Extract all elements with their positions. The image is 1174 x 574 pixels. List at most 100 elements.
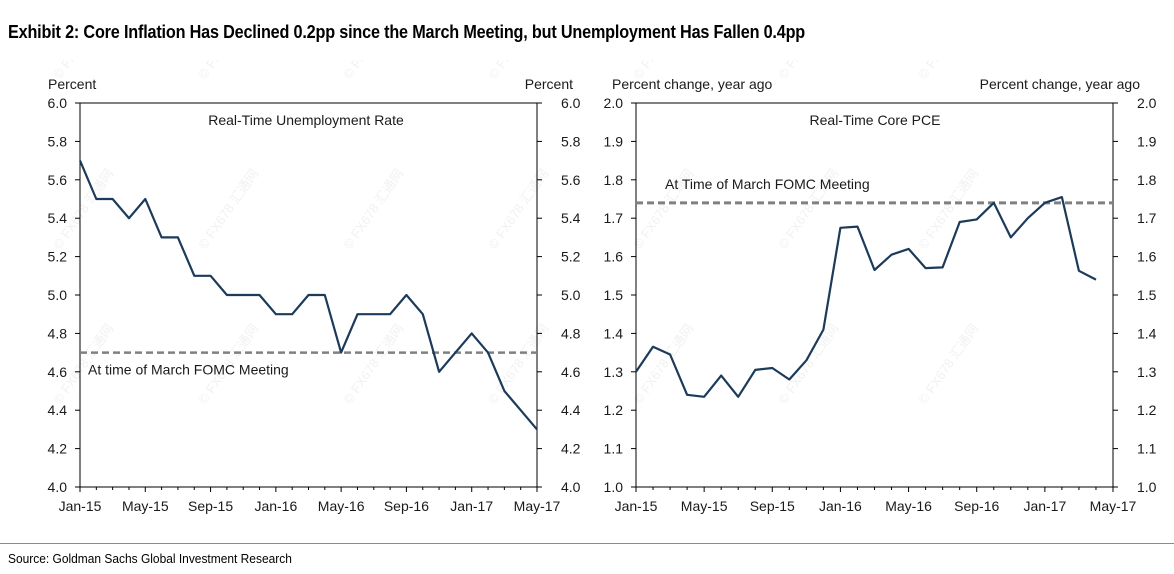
x-tick-label: Sep-15 — [188, 498, 233, 514]
y-tick-label-right: 1.9 — [1137, 133, 1157, 149]
y-tick-label-left: 1.6 — [604, 249, 624, 265]
chart-title: Real-Time Unemployment Rate — [208, 112, 404, 128]
watermark-text: © FX678 汇通网 — [340, 60, 406, 82]
data-point — [924, 267, 926, 269]
y-tick-label-left: 1.1 — [604, 441, 624, 457]
data-point — [635, 371, 637, 373]
y-tick-label-right: 2.0 — [1137, 95, 1157, 111]
watermark-text: © FX678 汇通网 — [195, 60, 261, 82]
data-point — [1044, 202, 1046, 204]
y-tick-label-right: 1.6 — [1137, 249, 1157, 265]
y-axis-label-right: Percent — [525, 76, 573, 92]
data-point — [291, 313, 293, 315]
page-title: Exhibit 2: Core Inflation Has Declined 0… — [8, 22, 806, 42]
x-tick-label: Jan-17 — [450, 498, 493, 514]
data-point — [340, 351, 342, 353]
data-point — [1061, 196, 1063, 198]
data-point — [275, 313, 277, 315]
y-tick-label-left: 1.5 — [604, 287, 624, 303]
data-point — [941, 266, 943, 268]
data-point — [805, 359, 807, 361]
x-tick-label: Jan-17 — [1023, 498, 1066, 514]
y-tick-label-right: 1.5 — [1137, 287, 1157, 303]
data-point — [873, 269, 875, 271]
data-point — [79, 159, 81, 161]
data-point — [193, 275, 195, 277]
x-tick-label: Jan-15 — [615, 498, 658, 514]
data-point — [307, 294, 309, 296]
watermark-text: © FX678 汇通网 — [775, 321, 841, 407]
watermark-text: © FX678 汇通网 — [915, 60, 981, 82]
y-tick-label-left: 1.7 — [604, 210, 624, 226]
plot-frame — [635, 102, 1114, 488]
y-tick-label-left: 4.4 — [48, 402, 68, 418]
x-tick-label: May-15 — [681, 498, 728, 514]
y-tick-label-left: 4.0 — [48, 479, 68, 495]
x-tick-label: May-15 — [122, 498, 169, 514]
y-tick-label-right: 4.2 — [561, 441, 581, 457]
data-point — [536, 428, 538, 430]
y-tick-label-left: 5.6 — [48, 172, 68, 188]
y-tick-label-right: 5.6 — [561, 172, 581, 188]
data-point — [686, 394, 688, 396]
data-point — [890, 254, 892, 256]
x-tick-label: Sep-16 — [384, 498, 429, 514]
data-point — [1095, 278, 1097, 280]
data-point — [839, 227, 841, 229]
y-tick-label-left: 1.8 — [604, 172, 624, 188]
data-point — [703, 396, 705, 398]
y-tick-label-right: 1.3 — [1137, 364, 1157, 380]
watermark-text: © FX678 汇通网 — [485, 166, 551, 252]
y-tick-label-right: 5.4 — [561, 210, 581, 226]
y-tick-label-right: 4.6 — [561, 364, 581, 380]
data-point — [438, 371, 440, 373]
y-tick-label-right: 5.2 — [561, 249, 581, 265]
y-tick-label-left: 1.3 — [604, 364, 624, 380]
charts-area: © FX678 汇通网 © FX678 汇通网 © FX678 汇通网 © FX678… — [48, 60, 1157, 514]
series-line — [78, 160, 538, 431]
y-tick-label-left: 5.8 — [48, 133, 68, 149]
data-point — [177, 236, 179, 238]
data-point — [737, 396, 739, 398]
watermark-text: © FX678 汇通网 — [775, 60, 841, 82]
data-point — [976, 218, 978, 220]
data-point — [1027, 217, 1029, 219]
y-tick-label-left: 1.2 — [604, 402, 624, 418]
y-tick-label-left: 5.0 — [48, 287, 68, 303]
y-axis-label-left: Percent change, year ago — [612, 76, 773, 92]
data-point — [95, 198, 97, 200]
y-tick-label-right: 1.0 — [1137, 479, 1157, 495]
x-tick-label: Jan-16 — [819, 498, 862, 514]
y-tick-label-left: 1.0 — [604, 479, 624, 495]
series-line — [635, 196, 1097, 398]
watermark-text: © FX678 汇通网 — [915, 166, 981, 252]
y-tick-label-right: 6.0 — [561, 95, 581, 111]
watermark-text: © FX678 汇通网 — [915, 321, 981, 407]
y-tick-label-left: 4.6 — [48, 364, 68, 380]
data-point — [520, 409, 522, 411]
data-point — [258, 294, 260, 296]
data-point — [959, 221, 961, 223]
x-tick-label: Jan-15 — [59, 498, 102, 514]
y-tick-label-left: 6.0 — [48, 95, 68, 111]
data-point — [907, 248, 909, 250]
data-point — [993, 202, 995, 204]
x-tick-label: May-16 — [318, 498, 365, 514]
y-tick-label-right: 5.8 — [561, 133, 581, 149]
watermark-text: © FX678 汇通网 — [340, 166, 406, 252]
data-point — [144, 198, 146, 200]
x-tick-label: May-17 — [514, 498, 561, 514]
y-tick-label-left: 4.2 — [48, 441, 68, 457]
y-tick-label-left: 1.4 — [604, 325, 624, 341]
x-tick-label: May-16 — [885, 498, 932, 514]
source-note: Source: Goldman Sachs Global Investment … — [8, 551, 292, 566]
y-tick-label-right: 4.8 — [561, 325, 581, 341]
data-point — [324, 294, 326, 296]
unemployment-chart: 4.0 4.0 4.2 4.2 4.4 4.4 4.6 4.6 4.8 4.8 5.0 5.0 5.2 5… — [48, 76, 581, 514]
data-point — [669, 353, 671, 355]
data-point — [788, 378, 790, 380]
reference-line-label: At Time of March FOMC Meeting — [665, 176, 870, 192]
data-point — [1010, 236, 1012, 238]
data-point — [487, 351, 489, 353]
data-point — [160, 236, 162, 238]
